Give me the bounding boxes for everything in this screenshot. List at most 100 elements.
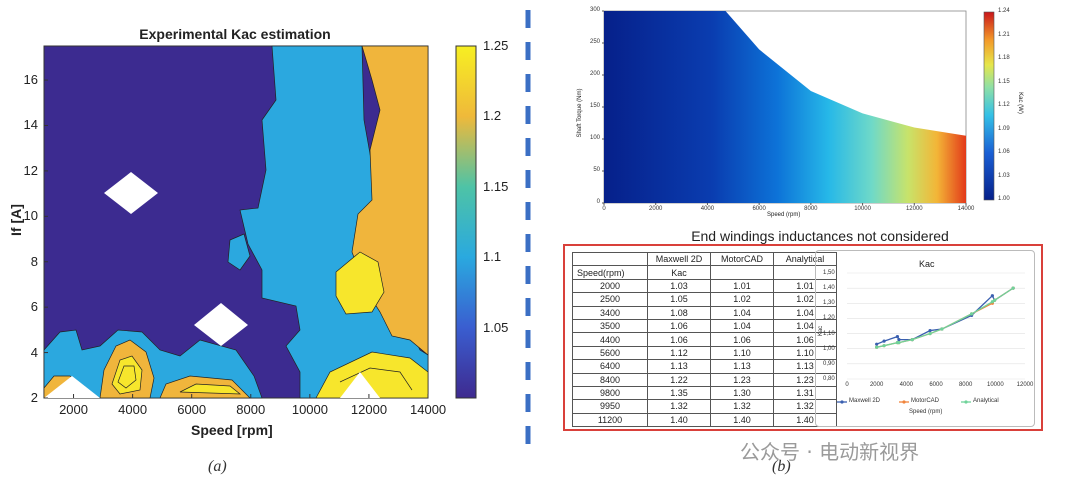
table-row: 6400 1.13 1.13 1.13	[572, 359, 837, 374]
line-point	[940, 327, 944, 331]
heatmap-colorbar-tick-label: 1.06	[998, 149, 1010, 155]
table-cell: 9800	[572, 385, 648, 401]
heatmap-y-tick-label: 50	[593, 167, 600, 173]
table-cell: 1.04	[710, 318, 774, 334]
heatmap-x-tick-label: 4000	[700, 206, 715, 212]
line-y-tick-label: 1,40	[823, 285, 835, 292]
left-y-tick-label: 10	[23, 208, 38, 224]
line-point	[895, 335, 900, 339]
heatmap-colorbar-tick-label: 1.15	[998, 78, 1010, 85]
table-cell: 1.32	[710, 399, 774, 414]
heatmap-colorbar-tick-label: 1.03	[998, 172, 1010, 179]
line-point	[1011, 286, 1015, 290]
line-y-tick-label: 1,10	[823, 330, 835, 337]
table-cell: Kac	[647, 265, 711, 280]
line-y-tick-label: 1,50	[823, 270, 835, 276]
line-chart-title: Kac	[919, 259, 935, 269]
heatmap-x-label: Speed (rpm)	[767, 212, 801, 218]
left-colorbar	[455, 45, 477, 399]
heatmap-colorbar-tick-label: 1.24	[998, 8, 1010, 14]
left-colorbar-tick-label: 1.2	[483, 108, 502, 124]
line-point	[897, 338, 901, 342]
table-cell: 5600	[572, 345, 648, 361]
panel-divider	[525, 10, 531, 450]
left-y-tick-label: 2	[30, 390, 38, 405]
left-x-axis-label: Speed [rpm]	[191, 422, 273, 438]
missing-data-diamond	[104, 172, 158, 214]
table-cell: 1.06	[710, 332, 774, 347]
heatmap-x-tick-label: 8000	[804, 206, 818, 212]
highlight-box	[563, 244, 1043, 431]
table-cell: 1.40	[773, 412, 837, 428]
table-cell: 1.03	[647, 278, 711, 294]
table-cell: 1.01	[710, 278, 774, 294]
left-y-tick-label: 12	[23, 162, 38, 178]
line-point	[882, 344, 886, 348]
legend-label: MotorCAD	[911, 398, 940, 404]
heatmap-colorbar-tick-label: 1.21	[998, 31, 1010, 38]
left-contour-chart	[43, 45, 477, 399]
left-y-tick-label: 14	[23, 117, 38, 133]
line-x-tick-label: 12000	[1016, 382, 1034, 388]
right-heatmap-chart	[602, 10, 995, 205]
left-colorbar-tick-label: 1.05	[483, 319, 509, 335]
heatmap-colorbar-tick-label: 1.18	[998, 55, 1010, 61]
heatmap-x-tick-label: 12000	[905, 206, 923, 212]
table-header-row: Maxwell 2D MotorCAD Analytical	[572, 251, 837, 267]
line-x-tick-label: 2000	[869, 382, 884, 388]
left-x-tick-label: 2000	[59, 402, 88, 417]
table-cell: Maxwell 2D	[647, 251, 711, 267]
table-title: End windings inductances not considered	[691, 228, 949, 244]
table-cell: 1.08	[647, 305, 711, 320]
line-point	[928, 328, 932, 333]
kac-table: Maxwell 2D MotorCAD Analytical Speed(rpm) Ka…	[572, 251, 837, 428]
line-point	[897, 341, 901, 345]
heatmap-y-tick-label: 300	[589, 7, 600, 13]
line-y-tick-label: 1,00	[823, 345, 835, 352]
table-cell: MotorCAD	[710, 251, 774, 267]
line-y-tick-label: 0,90	[823, 360, 835, 367]
left-y-tick-label: 4	[30, 344, 38, 360]
line-y-tick-label: 1,30	[823, 300, 835, 307]
line-y-tick-label: 0,80	[823, 376, 835, 382]
table-row: 2000 1.03 1.01 1.01	[572, 278, 837, 294]
heatmap-y-label: Shaft Torque (Nm)	[577, 88, 583, 138]
table-cell: 1.35	[647, 385, 711, 401]
table-cell: 1.05	[647, 292, 711, 307]
heatmap-colorbar-tick-label: 1.09	[998, 125, 1010, 132]
table-cell	[710, 265, 774, 280]
table-cell: 4400	[572, 332, 648, 347]
table-row: 11200 1.40 1.40 1.40	[572, 412, 837, 428]
table-cell: 1.32	[647, 399, 711, 414]
table-cell: 1.23	[710, 372, 774, 387]
heatmap-y-tick-label: 150	[589, 103, 600, 109]
table-row: 2500 1.05 1.02 1.02	[572, 292, 837, 307]
table-cell: 1.13	[710, 359, 774, 374]
line-y-tick-label: 1,20	[823, 315, 835, 322]
heatmap-colorbar-tick-label: 1.12	[998, 102, 1010, 108]
legend-marker	[964, 400, 968, 404]
left-x-tick-label: 12000	[350, 402, 388, 417]
heatmap-y-tick-label: 0	[596, 199, 600, 205]
caption-b: (b)	[772, 458, 791, 475]
table-cell: 1.10	[710, 345, 774, 361]
left-y-tick-label: 16	[23, 72, 38, 88]
line-point	[992, 298, 997, 302]
heatmap-x-tick-label: 6000	[752, 206, 766, 212]
table-cell: 8400	[572, 372, 648, 387]
heatmap-y-tick-label: 100	[589, 135, 600, 141]
line-point	[875, 342, 879, 346]
kac-line-chart	[837, 272, 1025, 404]
line-x-tick-label: 4000	[899, 382, 913, 388]
line-point	[910, 338, 914, 342]
heatmap-x-tick-label: 14000	[957, 206, 975, 212]
line-point	[882, 339, 886, 343]
line-chart-panel	[815, 250, 1035, 427]
table-cell: 6400	[572, 359, 648, 374]
left-x-tick-label: 4000	[118, 402, 148, 417]
line-x-label: Speed (rpm)	[909, 409, 943, 415]
left-colorbar-tick-label: 1.15	[483, 178, 509, 194]
legend-marker	[902, 400, 906, 404]
heatmap-region	[604, 11, 966, 203]
table-row: 3400 1.08 1.04 1.04	[572, 305, 837, 320]
